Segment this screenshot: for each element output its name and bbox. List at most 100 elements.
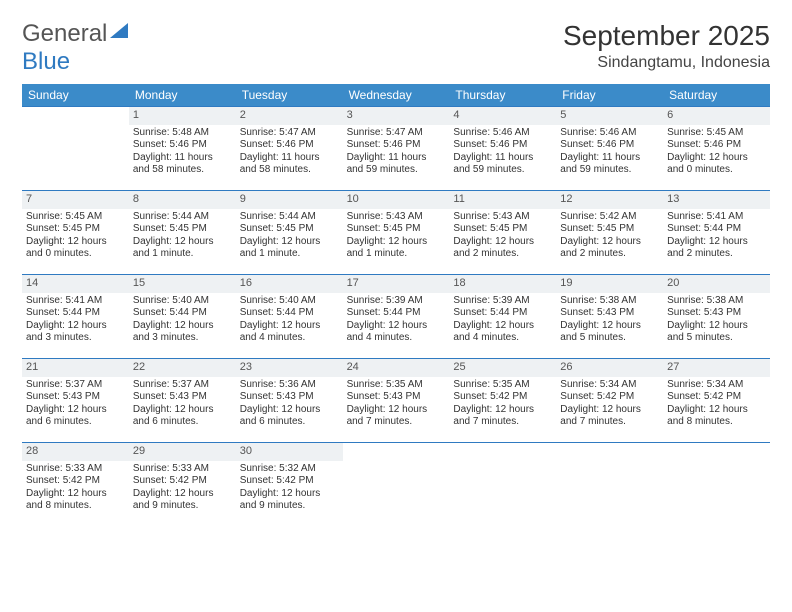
- dayhead-sunday: Sunday: [22, 84, 129, 106]
- sunset-text: Sunset: 5:43 PM: [26, 391, 125, 404]
- dayhead-tuesday: Tuesday: [236, 84, 343, 106]
- day-number: 2: [236, 107, 343, 125]
- dayhead-monday: Monday: [129, 84, 236, 106]
- calendar-cell: 9Sunrise: 5:44 AMSunset: 5:45 PMDaylight…: [236, 190, 343, 274]
- day-info: Sunrise: 5:44 AMSunset: 5:45 PMDaylight:…: [129, 209, 236, 265]
- sunrise-text: Sunrise: 5:44 AM: [240, 211, 339, 224]
- sunset-text: Sunset: 5:44 PM: [667, 223, 766, 236]
- calendar-cell: 5Sunrise: 5:46 AMSunset: 5:46 PMDaylight…: [556, 106, 663, 190]
- calendar-cell: 8Sunrise: 5:44 AMSunset: 5:45 PMDaylight…: [129, 190, 236, 274]
- day-number: [22, 107, 129, 125]
- calendar-cell: 29Sunrise: 5:33 AMSunset: 5:42 PMDayligh…: [129, 442, 236, 526]
- day-number: 14: [22, 275, 129, 293]
- sunset-text: Sunset: 5:42 PM: [26, 475, 125, 488]
- sunset-text: Sunset: 5:46 PM: [453, 139, 552, 152]
- calendar-cell: 22Sunrise: 5:37 AMSunset: 5:43 PMDayligh…: [129, 358, 236, 442]
- daylight-text: Daylight: 12 hours and 7 minutes.: [560, 404, 659, 429]
- daylight-text: Daylight: 12 hours and 8 minutes.: [26, 488, 125, 513]
- day-number: 27: [663, 359, 770, 377]
- sunrise-text: Sunrise: 5:38 AM: [667, 295, 766, 308]
- sunrise-text: Sunrise: 5:34 AM: [667, 379, 766, 392]
- day-info: Sunrise: 5:39 AMSunset: 5:44 PMDaylight:…: [343, 293, 450, 349]
- sunrise-text: Sunrise: 5:37 AM: [133, 379, 232, 392]
- dayhead-saturday: Saturday: [663, 84, 770, 106]
- calendar-cell: 25Sunrise: 5:35 AMSunset: 5:42 PMDayligh…: [449, 358, 556, 442]
- calendar-cell: 12Sunrise: 5:42 AMSunset: 5:45 PMDayligh…: [556, 190, 663, 274]
- sunset-text: Sunset: 5:46 PM: [240, 139, 339, 152]
- daylight-text: Daylight: 12 hours and 0 minutes.: [667, 152, 766, 177]
- day-number: 26: [556, 359, 663, 377]
- day-number: 10: [343, 191, 450, 209]
- day-info: Sunrise: 5:34 AMSunset: 5:42 PMDaylight:…: [556, 377, 663, 433]
- calendar-cell: 13Sunrise: 5:41 AMSunset: 5:44 PMDayligh…: [663, 190, 770, 274]
- sunrise-text: Sunrise: 5:47 AM: [240, 127, 339, 140]
- daylight-text: Daylight: 12 hours and 7 minutes.: [453, 404, 552, 429]
- day-info: Sunrise: 5:40 AMSunset: 5:44 PMDaylight:…: [129, 293, 236, 349]
- daylight-text: Daylight: 12 hours and 2 minutes.: [560, 236, 659, 261]
- day-number: 13: [663, 191, 770, 209]
- calendar-cell: 15Sunrise: 5:40 AMSunset: 5:44 PMDayligh…: [129, 274, 236, 358]
- daylight-text: Daylight: 12 hours and 6 minutes.: [26, 404, 125, 429]
- daylight-text: Daylight: 12 hours and 4 minutes.: [453, 320, 552, 345]
- daylight-text: Daylight: 12 hours and 9 minutes.: [133, 488, 232, 513]
- sunset-text: Sunset: 5:44 PM: [453, 307, 552, 320]
- day-info: Sunrise: 5:37 AMSunset: 5:43 PMDaylight:…: [129, 377, 236, 433]
- sunrise-text: Sunrise: 5:40 AM: [240, 295, 339, 308]
- calendar-cell: [556, 442, 663, 526]
- calendar-cell: [343, 442, 450, 526]
- sunrise-text: Sunrise: 5:36 AM: [240, 379, 339, 392]
- sunset-text: Sunset: 5:43 PM: [667, 307, 766, 320]
- brand-logo: General: [22, 20, 130, 48]
- day-number: 17: [343, 275, 450, 293]
- day-info: Sunrise: 5:39 AMSunset: 5:44 PMDaylight:…: [449, 293, 556, 349]
- daylight-text: Daylight: 12 hours and 8 minutes.: [667, 404, 766, 429]
- calendar-cell: 21Sunrise: 5:37 AMSunset: 5:43 PMDayligh…: [22, 358, 129, 442]
- calendar-cell: 19Sunrise: 5:38 AMSunset: 5:43 PMDayligh…: [556, 274, 663, 358]
- location-label: Sindangtamu, Indonesia: [563, 54, 770, 72]
- day-info: Sunrise: 5:47 AMSunset: 5:46 PMDaylight:…: [236, 125, 343, 181]
- daylight-text: Daylight: 12 hours and 2 minutes.: [667, 236, 766, 261]
- day-info: Sunrise: 5:46 AMSunset: 5:46 PMDaylight:…: [449, 125, 556, 181]
- calendar-cell: 28 Sunrise: 5:33 AMSunset: 5:42 PMDayligh…: [22, 442, 129, 526]
- day-info: Sunrise: 5:35 AMSunset: 5:43 PMDaylight:…: [343, 377, 450, 433]
- sunset-text: Sunset: 5:45 PM: [560, 223, 659, 236]
- calendar-cell: 10Sunrise: 5:43 AMSunset: 5:45 PMDayligh…: [343, 190, 450, 274]
- calendar-cell: [449, 442, 556, 526]
- sunrise-text: Sunrise: 5:33 AM: [26, 463, 125, 476]
- sunset-text: Sunset: 5:46 PM: [560, 139, 659, 152]
- day-number: 19: [556, 275, 663, 293]
- sunrise-text: Sunrise: 5:45 AM: [26, 211, 125, 224]
- daylight-text: Daylight: 12 hours and 9 minutes.: [240, 488, 339, 513]
- sunrise-text: Sunrise: 5:43 AM: [453, 211, 552, 224]
- day-number: 28: [22, 443, 129, 461]
- calendar-cell: 4Sunrise: 5:46 AMSunset: 5:46 PMDaylight…: [449, 106, 556, 190]
- sunset-text: Sunset: 5:42 PM: [133, 475, 232, 488]
- sunrise-text: Sunrise: 5:33 AM: [133, 463, 232, 476]
- day-info: Sunrise: 5:42 AMSunset: 5:45 PMDaylight:…: [556, 209, 663, 265]
- day-number: 6: [663, 107, 770, 125]
- day-number: 16: [236, 275, 343, 293]
- sunrise-text: Sunrise: 5:37 AM: [26, 379, 125, 392]
- brand-part1: General: [22, 20, 107, 48]
- calendar-cell: 26Sunrise: 5:34 AMSunset: 5:42 PMDayligh…: [556, 358, 663, 442]
- day-number: [556, 443, 663, 461]
- sunrise-text: Sunrise: 5:35 AM: [453, 379, 552, 392]
- sunrise-text: Sunrise: 5:40 AM: [133, 295, 232, 308]
- sunrise-text: Sunrise: 5:32 AM: [240, 463, 339, 476]
- day-number: 11: [449, 191, 556, 209]
- sunrise-text: Sunrise: 5:45 AM: [667, 127, 766, 140]
- calendar-cell: 7Sunrise: 5:45 AMSunset: 5:45 PMDaylight…: [22, 190, 129, 274]
- calendar-cell: 16Sunrise: 5:40 AMSunset: 5:44 PMDayligh…: [236, 274, 343, 358]
- sunrise-text: Sunrise: 5:41 AM: [667, 211, 766, 224]
- sunset-text: Sunset: 5:42 PM: [560, 391, 659, 404]
- daylight-text: Daylight: 12 hours and 3 minutes.: [26, 320, 125, 345]
- day-number: 23: [236, 359, 343, 377]
- calendar-cell: 3Sunrise: 5:47 AMSunset: 5:46 PMDaylight…: [343, 106, 450, 190]
- day-number: [343, 443, 450, 461]
- day-number: 24: [343, 359, 450, 377]
- calendar-cell: [663, 442, 770, 526]
- daylight-text: Daylight: 12 hours and 5 minutes.: [560, 320, 659, 345]
- month-title: September 2025: [563, 20, 770, 52]
- sunset-text: Sunset: 5:43 PM: [133, 391, 232, 404]
- day-info: Sunrise: 5:41 AMSunset: 5:44 PMDaylight:…: [663, 209, 770, 265]
